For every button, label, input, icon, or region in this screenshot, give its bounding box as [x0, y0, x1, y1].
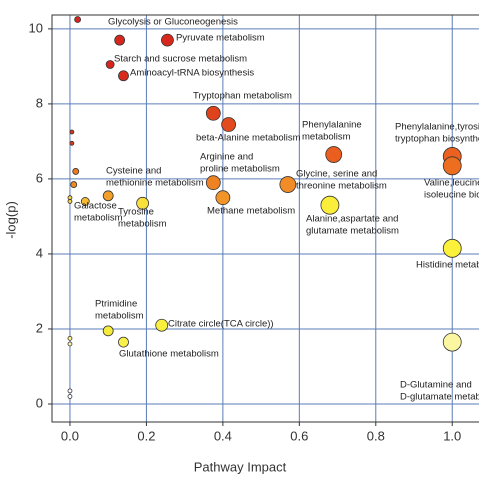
x-tick-label: 0.4: [214, 428, 232, 443]
bubble: [69, 129, 75, 135]
point-label: Starch and sucrose metabolism: [114, 54, 247, 65]
bubble: [215, 190, 231, 206]
point-label: Glycine, serine and: [296, 169, 377, 180]
bubble: [67, 199, 73, 204]
point-label: metabolism: [95, 311, 144, 322]
point-label: Citrate circle(TCA circle)): [168, 319, 274, 330]
point-label: Ptrimidine: [95, 299, 137, 310]
bubble: [72, 168, 80, 175]
point-label: metabolism: [302, 132, 351, 143]
y-tick-label: 0: [36, 395, 43, 410]
point-label: D-glutamate metabolism: [400, 392, 479, 403]
bubble: [279, 176, 297, 193]
y-tick-label: 6: [36, 170, 43, 185]
bubble: [161, 33, 174, 47]
y-axis-label: -log(p): [3, 201, 18, 239]
point-label: proline metabolism: [200, 164, 280, 175]
plot-frame: [51, 14, 479, 423]
point-label: glutamate metabolism: [306, 226, 399, 237]
point-label: Methane metabolism: [207, 206, 295, 217]
point-label: isoleucine biosynthesis: [424, 190, 479, 201]
point-label: tryptophan biosynthesis: [395, 134, 479, 145]
bubble: [80, 197, 90, 206]
point-label: Alanine,aspartate and: [306, 214, 398, 225]
point-label: Aminoacyl-tRNA biosynthesis: [130, 68, 254, 79]
x-tick-label: 1.0: [443, 428, 461, 443]
y-tick-label: 8: [36, 95, 43, 110]
bubble: [442, 332, 462, 352]
bubble: [102, 325, 114, 337]
bubble: [118, 70, 129, 82]
y-tick-label: 2: [36, 320, 43, 335]
point-label: Glycolysis or Gluconeogenesis: [108, 17, 238, 28]
x-tick-label: 0.6: [290, 428, 308, 443]
point-label: Galactose: [74, 201, 117, 212]
point-label: metabolism: [118, 219, 167, 230]
point-label: Tryptophan metabolism: [193, 91, 292, 102]
point-label: Phenylalanine,tyrosine and: [395, 122, 479, 133]
x-tick-label: 0.0: [61, 428, 79, 443]
point-label: D-Glutamine and: [400, 380, 472, 391]
x-tick-label: 0.8: [367, 428, 385, 443]
y-tick-label: 4: [36, 245, 43, 260]
bubble: [74, 16, 82, 23]
bubble: [325, 146, 343, 163]
bubble: [102, 190, 114, 202]
point-label: Valine,leucine and: [424, 178, 479, 189]
bubble: [67, 341, 73, 347]
bubble: [118, 336, 129, 348]
point-label: methionine metabolism: [106, 178, 204, 189]
bubble: [442, 238, 462, 258]
bubble: [442, 156, 462, 176]
x-tick-label: 0.2: [137, 428, 155, 443]
point-label: beta-Alanine metabolism: [196, 133, 301, 144]
bubble: [205, 175, 221, 191]
bubble: [105, 60, 115, 69]
point-label: Glutathione metabolism: [119, 349, 219, 360]
bubble: [221, 117, 237, 132]
point-label: threonine metabolism: [296, 181, 387, 192]
bubble: [69, 140, 75, 146]
bubble: [114, 34, 126, 46]
point-label: Pyruvate metabolism: [176, 33, 265, 44]
point-label: Phenylalanine: [302, 120, 362, 131]
bubble: [67, 388, 73, 394]
point-label: Cysteine and: [106, 166, 161, 177]
bubble: [67, 394, 73, 399]
bubble: [136, 196, 149, 210]
point-label: Arginine and: [200, 152, 253, 163]
point-label: metabolism: [74, 213, 123, 224]
bubble: [320, 195, 340, 215]
bubble: [70, 181, 78, 188]
bubble: [205, 105, 221, 121]
bubble: [67, 335, 73, 341]
point-label: Histidine metabolism: [416, 260, 479, 271]
x-axis-label: Pathway Impact: [194, 459, 287, 474]
point-label: Tyrosine: [118, 207, 154, 218]
y-tick-label: 10: [29, 20, 43, 35]
bubble: [155, 318, 169, 332]
